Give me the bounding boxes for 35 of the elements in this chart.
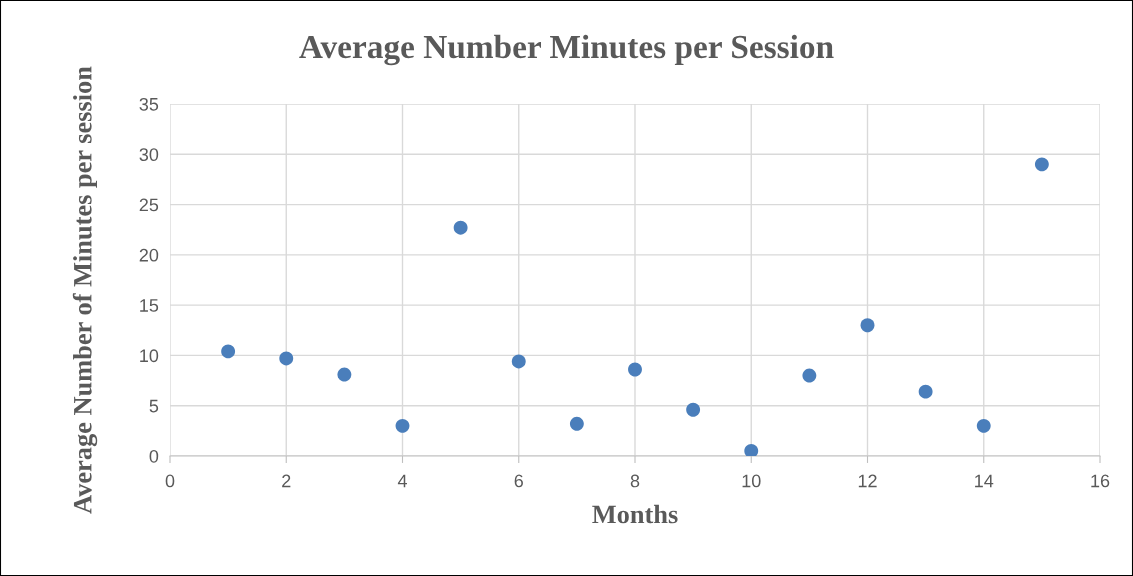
point <box>628 362 642 377</box>
point <box>569 416 584 431</box>
x-axis-title: Months <box>592 504 678 524</box>
point <box>279 351 294 366</box>
point <box>453 220 468 235</box>
y-tick-label: 0 <box>149 449 159 463</box>
x-tick-label: 0 <box>165 474 175 488</box>
y-tick-label: 10 <box>140 349 159 363</box>
y-tick-label: 25 <box>139 198 159 212</box>
point <box>221 344 236 359</box>
x-tick-label: 12 <box>858 474 877 488</box>
x-tick-label: 16 <box>1091 474 1110 488</box>
x-tick-label: 6 <box>514 474 523 488</box>
point <box>686 402 701 417</box>
x-tick-label: 2 <box>282 474 291 488</box>
point <box>395 418 410 433</box>
y-tick-label: 20 <box>139 248 159 262</box>
x-tick-label: 14 <box>975 474 994 488</box>
point <box>802 368 817 383</box>
point <box>918 384 933 399</box>
x-tick-label: 8 <box>630 474 640 488</box>
x-tick-label: 10 <box>742 474 761 488</box>
x-tick-label: 4 <box>397 474 407 488</box>
point <box>744 444 759 456</box>
y-tick-label: 30 <box>139 148 159 162</box>
y-axis-title: Average Number of Minutes per session <box>72 66 98 514</box>
y-tick-label: 5 <box>149 399 159 413</box>
point <box>1034 157 1049 172</box>
point <box>511 354 526 369</box>
y-tick-label: 35 <box>139 97 159 111</box>
point <box>976 418 991 433</box>
point <box>337 367 352 382</box>
y-tick-label: 15 <box>140 299 159 312</box>
point <box>860 318 875 333</box>
chart-title: Average Number Minutes per Session <box>299 34 834 66</box>
